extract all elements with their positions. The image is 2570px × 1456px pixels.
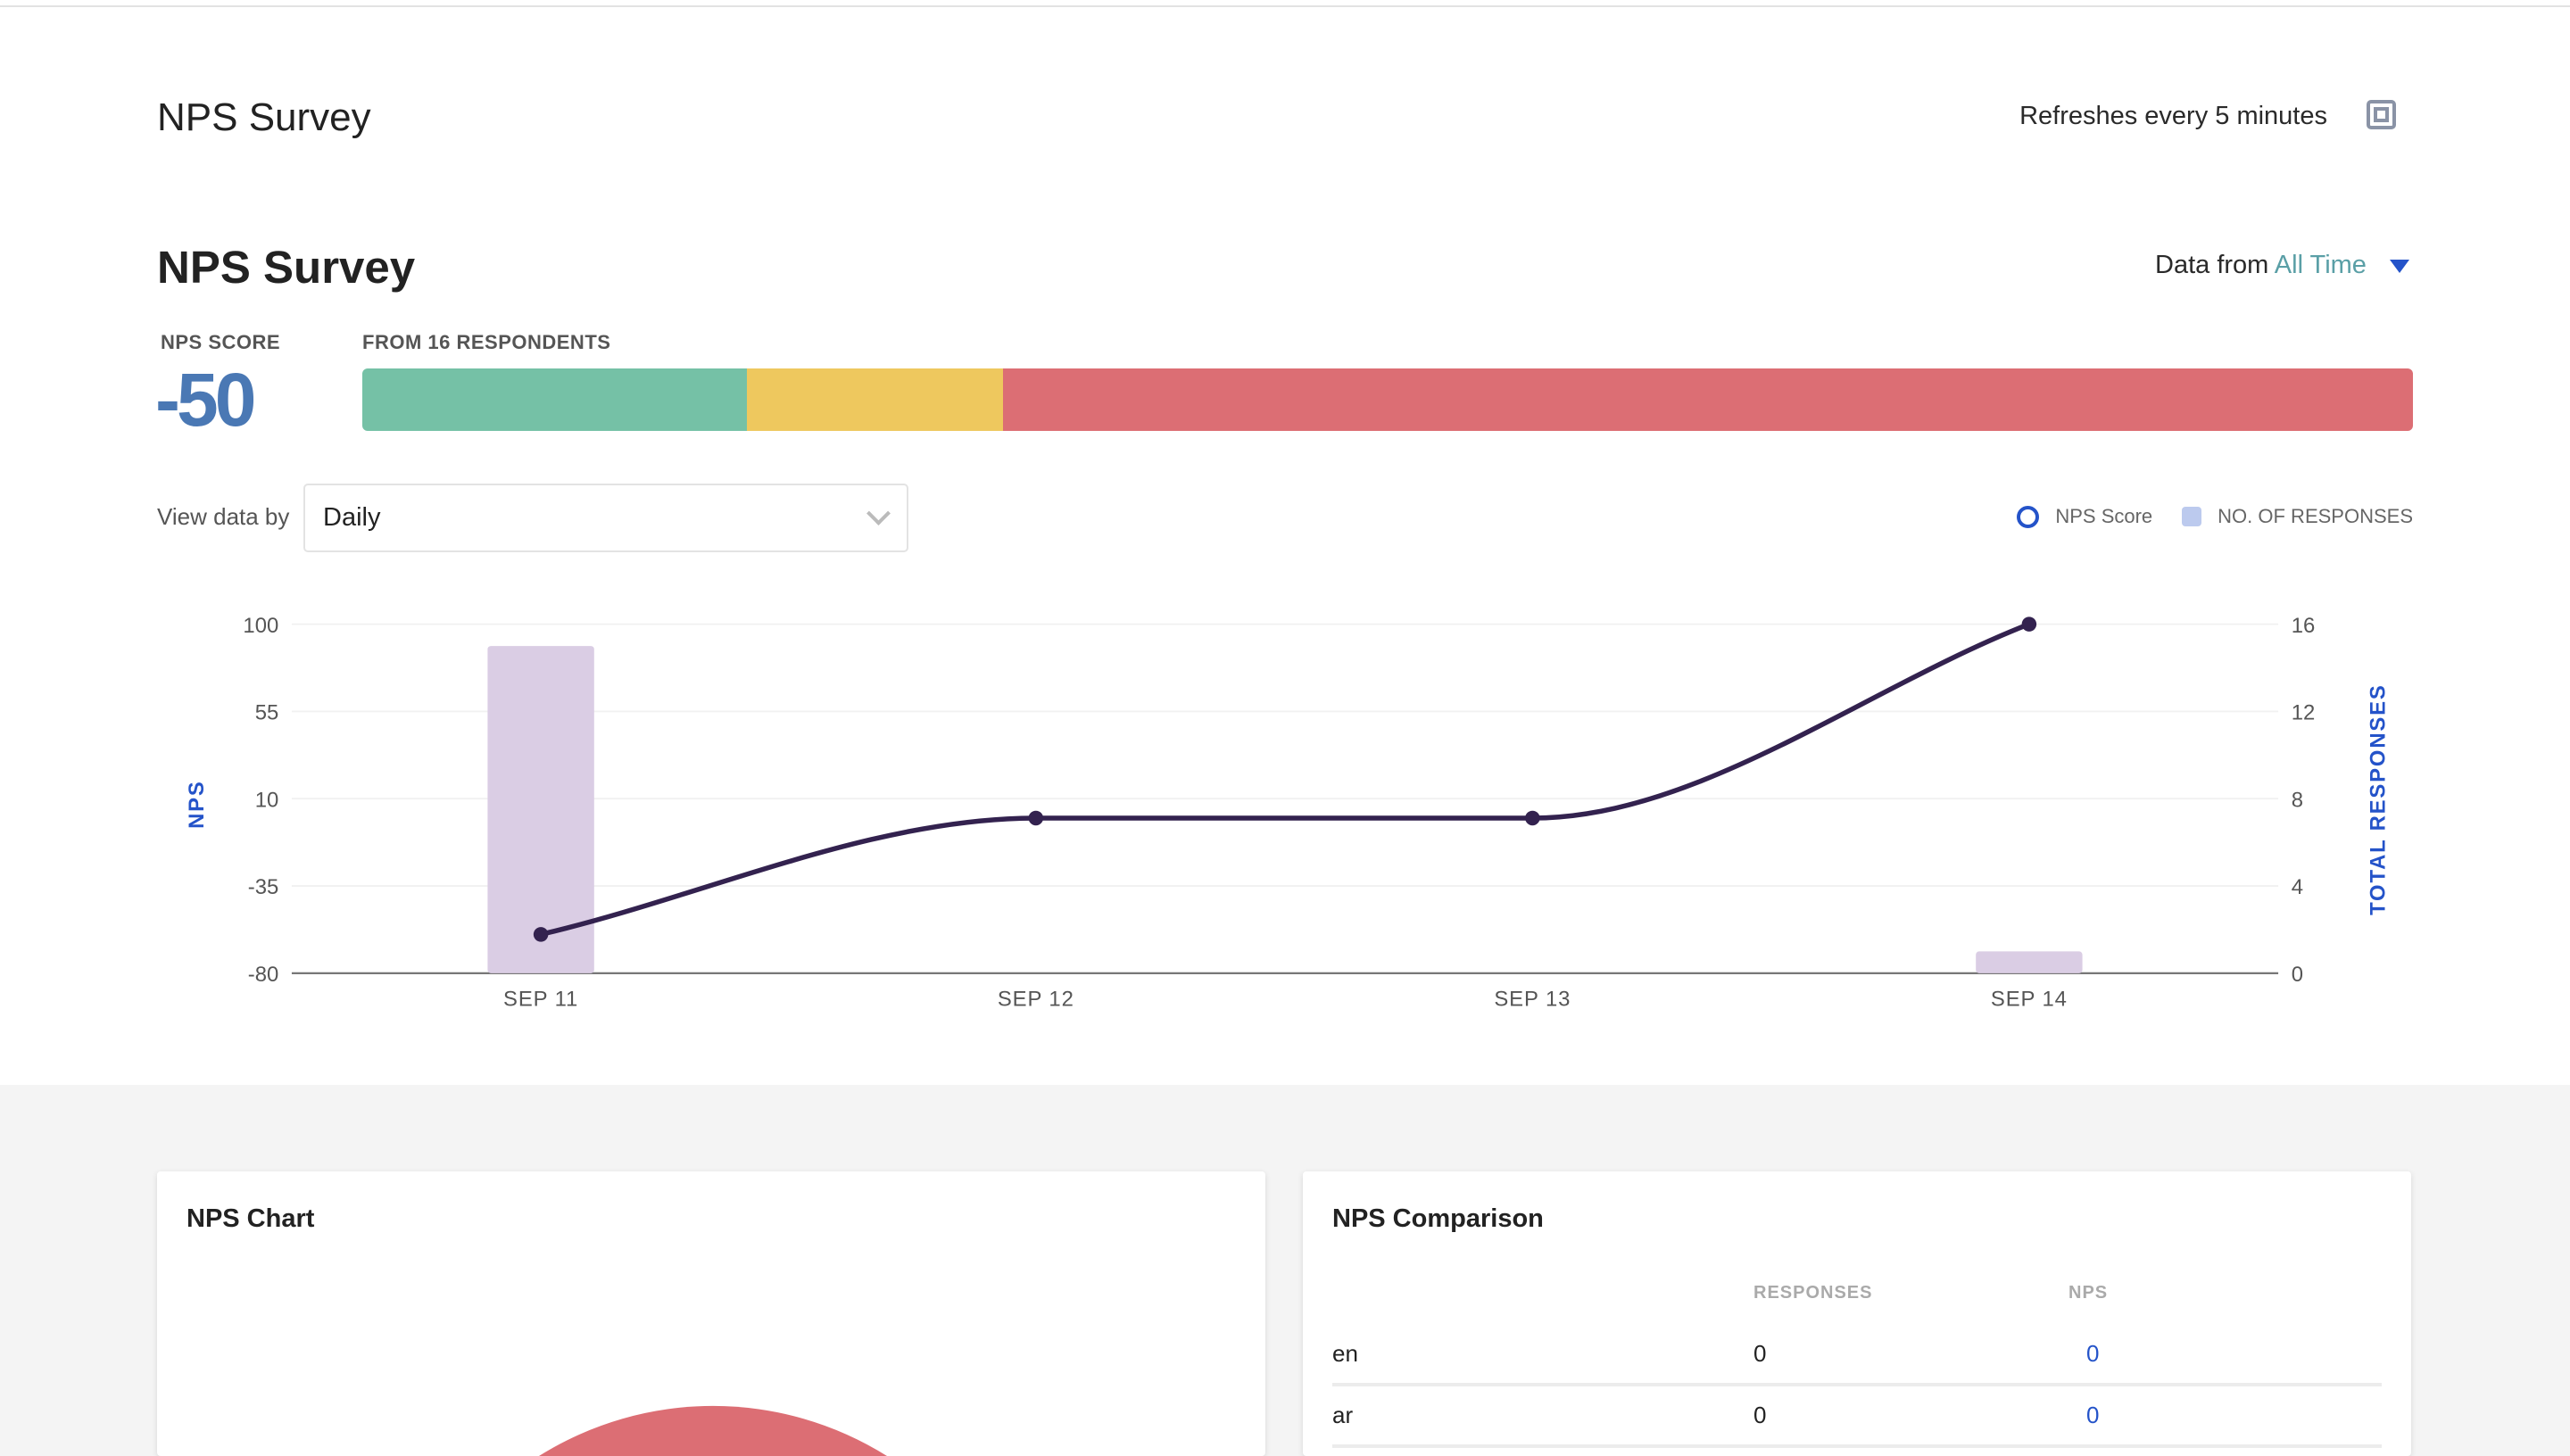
x-tick-label: SEP 13 <box>1494 988 1571 1012</box>
date-range-label: Data from <box>2155 251 2269 279</box>
nps-chart-title: NPS Chart <box>187 1204 315 1233</box>
date-range-dropdown[interactable]: Data from All Time <box>2155 251 2409 280</box>
row-responses: 0 <box>1753 1340 1767 1367</box>
chevron-down-icon <box>866 501 891 525</box>
survey-title: NPS Survey <box>157 242 416 293</box>
response-bar <box>1976 951 2083 973</box>
row-label: ar <box>1332 1402 1354 1428</box>
nps-score-label: NPS SCORE <box>161 331 281 353</box>
dashboard-title: NPS Survey <box>157 95 371 139</box>
y-tick-label: 100 <box>243 614 278 638</box>
y2-tick-label: 8 <box>2292 788 2303 812</box>
nps-point <box>1525 810 1540 826</box>
y-tick-label: 10 <box>255 788 279 812</box>
y-tick-label: -80 <box>248 963 278 987</box>
y-tick-label: 55 <box>255 701 279 725</box>
fullscreen-icon[interactable] <box>2367 100 2396 129</box>
bar-segment-detractors <box>1003 368 2413 431</box>
view-by-label: View data by <box>157 503 290 530</box>
nps-breakdown-bar <box>362 368 2413 431</box>
view-by-select[interactable]: Daily <box>303 484 908 552</box>
nps-point <box>533 927 549 942</box>
x-tick-label: SEP 14 <box>1991 988 2068 1012</box>
nps-score-value: -50 <box>155 358 256 442</box>
y2-tick-label: 0 <box>2292 963 2303 987</box>
nps-trend-chart: NPS TOTAL RESPONSES 100 55 10 -35 -80 16 12 8 4 0… <box>185 614 2391 1012</box>
row-divider <box>1332 1383 2382 1386</box>
col-header-responses: RESPONSES <box>1753 1283 1873 1303</box>
legend-responses[interactable]: NO. OF RESPONSES <box>2218 505 2413 527</box>
chart-legend: NPS Score NO. OF RESPONSES <box>2017 505 2413 528</box>
date-range-value: All Time <box>2274 251 2367 279</box>
nps-chart-card: NPS Chart <box>157 1171 1265 1456</box>
row-nps[interactable]: 0 <box>2086 1340 2100 1367</box>
y-tick-label: -35 <box>248 875 278 899</box>
y2-axis-label: TOTAL RESPONSES <box>2366 683 2390 915</box>
nps-point <box>2021 616 2037 632</box>
row-nps[interactable]: 0 <box>2086 1402 2100 1428</box>
y-axis-label: NPS <box>185 780 209 829</box>
bar-segment-promoters <box>362 368 747 431</box>
top-divider <box>0 5 2570 7</box>
refresh-text: Refreshes every 5 minutes <box>2019 102 2327 130</box>
row-responses: 0 <box>1753 1402 1767 1428</box>
table-row: en 0 0 <box>1332 1336 2382 1398</box>
x-tick-label: SEP 11 <box>503 988 578 1012</box>
x-tick-label: SEP 12 <box>998 988 1074 1012</box>
col-header-nps: NPS <box>2068 1283 2109 1303</box>
response-bar <box>487 646 594 973</box>
y2-tick-label: 12 <box>2292 701 2316 725</box>
caret-down-icon <box>2390 259 2409 273</box>
legend-nps[interactable]: NPS Score <box>2055 505 2153 527</box>
y2-tick-label: 16 <box>2292 614 2316 638</box>
nps-legend-icon <box>2017 505 2040 528</box>
row-divider <box>1332 1444 2382 1448</box>
view-by-value: Daily <box>323 503 381 532</box>
responses-legend-icon <box>2182 507 2202 526</box>
row-label: en <box>1332 1340 1358 1367</box>
nps-pie-chart <box>539 1405 887 1456</box>
respondents-label: FROM 16 RESPONDENTS <box>362 331 611 353</box>
nps-comparison-card: NPS Comparison RESPONSES NPS en 0 0 ar 0… <box>1303 1171 2411 1456</box>
nps-comparison-title: NPS Comparison <box>1332 1204 1544 1233</box>
y2-tick-label: 4 <box>2292 875 2303 899</box>
nps-pie-slice-detractors <box>539 1405 887 1456</box>
bar-segment-passives <box>746 368 1004 431</box>
table-row: ar 0 0 <box>1332 1397 2382 1452</box>
nps-line <box>540 622 2030 938</box>
nps-point <box>1028 810 1044 826</box>
